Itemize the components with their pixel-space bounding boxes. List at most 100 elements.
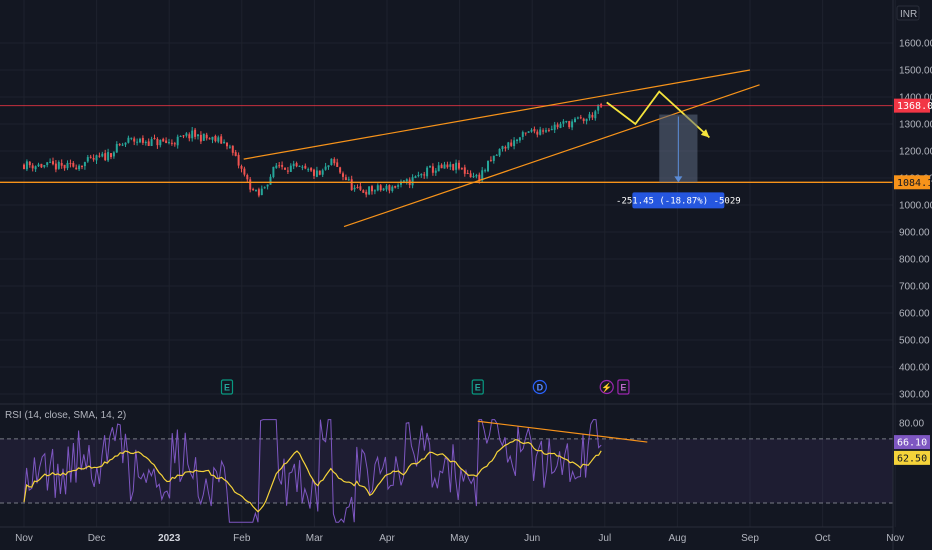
currency-box[interactable] — [896, 5, 920, 21]
candle — [136, 138, 139, 146]
candle — [275, 162, 278, 169]
price-tick-label: 1400.00 — [899, 93, 932, 104]
candle — [43, 164, 46, 169]
candle — [463, 164, 466, 177]
candle — [516, 138, 518, 144]
candle — [411, 174, 414, 189]
candle — [52, 157, 54, 166]
candle — [304, 163, 307, 170]
candle — [252, 187, 255, 191]
time-tick-label: Sep — [741, 533, 759, 544]
candle — [243, 166, 246, 177]
event-marker-split[interactable]: ⚡ — [599, 379, 614, 395]
candle — [298, 165, 301, 168]
candle — [260, 185, 263, 196]
measure-tool[interactable]: -251.45 (-18.87%) -5029 — [616, 114, 741, 209]
candle — [484, 168, 487, 173]
candle — [547, 128, 550, 133]
event-marker-earnings[interactable]: E — [471, 379, 484, 395]
svg-text:66.10: 66.10 — [897, 438, 927, 449]
candle — [240, 164, 243, 173]
rsi-tick-label: 80.00 — [899, 418, 924, 429]
candle — [492, 155, 495, 164]
candle — [46, 161, 49, 168]
candle — [446, 161, 449, 169]
candle — [162, 137, 165, 142]
candle — [188, 132, 191, 142]
candle — [536, 129, 539, 138]
candle — [272, 166, 275, 179]
price-tick-label: 500.00 — [899, 336, 930, 347]
candle — [423, 171, 426, 179]
candle — [307, 167, 310, 172]
candle — [336, 158, 339, 168]
candle — [524, 132, 527, 136]
candle — [347, 176, 350, 181]
candle — [81, 165, 83, 170]
candle — [313, 168, 315, 179]
candle — [460, 167, 463, 171]
trendline[interactable] — [343, 84, 760, 228]
candle — [574, 117, 576, 123]
candle — [60, 159, 63, 169]
candle — [553, 121, 556, 133]
candle — [371, 184, 373, 195]
candle — [191, 126, 194, 142]
candle — [176, 134, 179, 149]
event-markers[interactable]: E E D ⚡ E — [220, 379, 630, 395]
event-marker-earnings[interactable]: E — [220, 379, 234, 395]
time-axis[interactable]: Nov Dec 2023 Feb Mar Apr May Jun Jul Aug Sep Oct Nov — [0, 526, 904, 544]
candle — [507, 141, 510, 151]
price-tick-label: 1500.00 — [899, 66, 932, 77]
rsi-title[interactable]: RSI (14, close, SMA, 14, 2) — [5, 410, 126, 421]
rsi-pane[interactable]: RSI (14, close, SMA, 14, 2) — [0, 410, 893, 524]
candle — [205, 132, 208, 141]
candle — [202, 133, 205, 141]
trendlines[interactable] — [243, 69, 760, 228]
candle — [266, 184, 269, 190]
measure-arrow-head — [674, 176, 683, 183]
candle — [489, 156, 492, 162]
candle — [353, 184, 356, 192]
candle — [115, 141, 118, 154]
candle — [257, 187, 260, 198]
candle — [588, 111, 591, 121]
time-tick-label: Apr — [379, 533, 395, 544]
candle — [559, 121, 562, 129]
candlestick-series — [23, 102, 603, 198]
candle — [31, 163, 34, 172]
candle — [556, 122, 559, 130]
price-axis[interactable]: INR 1600.001500.001400.001300.001200.001… — [892, 0, 932, 550]
candle — [449, 161, 452, 170]
candle — [69, 159, 72, 168]
candle — [63, 164, 66, 171]
candle — [495, 154, 498, 156]
event-letter: ⚡ — [601, 381, 612, 393]
event-marker-earnings-upcoming[interactable]: E — [617, 379, 630, 395]
candle — [417, 171, 420, 178]
rsi-divergence-line[interactable] — [477, 420, 648, 443]
event-letter: E — [475, 382, 481, 392]
candle — [333, 157, 336, 166]
candle — [475, 173, 478, 179]
currency-label[interactable]: INR — [900, 9, 917, 20]
candle — [542, 128, 545, 135]
candle — [414, 175, 417, 179]
candle — [249, 177, 252, 193]
candle — [170, 139, 173, 146]
candle — [25, 159, 28, 172]
candle — [591, 112, 594, 120]
candle — [156, 137, 159, 149]
candle — [89, 154, 92, 159]
trendline[interactable] — [243, 69, 751, 160]
candle — [40, 163, 43, 169]
candle — [458, 160, 460, 171]
candle — [434, 168, 437, 176]
candle — [455, 159, 458, 174]
candle — [95, 154, 98, 164]
candle — [562, 119, 565, 128]
event-marker-dividend[interactable]: D — [532, 379, 547, 395]
candle — [356, 184, 359, 189]
candle — [226, 142, 228, 150]
